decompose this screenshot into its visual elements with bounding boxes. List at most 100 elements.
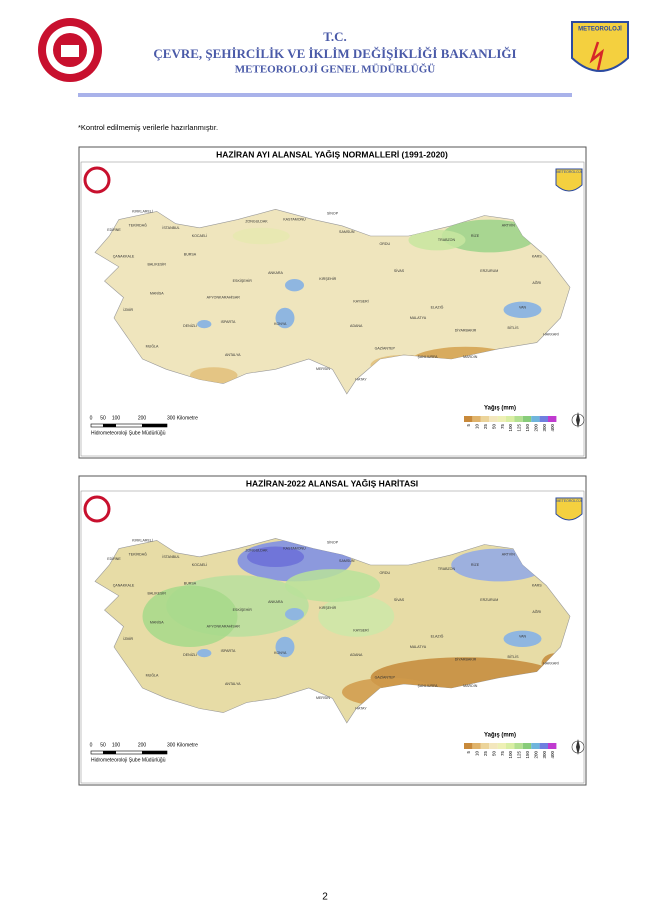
header-directorate: METEOROLOJİ GENEL MÜDÜRLÜĞÜ	[235, 63, 436, 76]
legend-label: 50	[491, 751, 496, 757]
precip-area	[190, 367, 238, 384]
map-emblem	[83, 495, 111, 523]
credit: Hidrometeoroloji Şube Müdürlüğü	[91, 430, 166, 436]
city-label: KOCAELİ	[192, 233, 208, 238]
city-label: MANİSA	[150, 619, 164, 624]
precip-area	[318, 595, 395, 637]
city-label: ÇANAKKALE	[113, 254, 135, 258]
city-label: AFYONKARAHİSAR	[207, 623, 241, 628]
legend-swatch	[497, 416, 506, 422]
header-ministry: ÇEVRE, ŞEHİRCİLİK VE İKLİM DEĞİŞİKLİĞİ B…	[153, 46, 516, 61]
scale-label: 0	[90, 742, 93, 748]
city-label: TEKİRDAĞ	[129, 552, 148, 557]
city-label: EDİRNE	[107, 556, 121, 561]
city-label: MUĞLA	[146, 344, 159, 349]
meteorology-logo	[571, 21, 629, 72]
legend-swatch	[539, 416, 548, 422]
map-emblem	[83, 166, 111, 194]
precip-area	[441, 219, 537, 253]
precip-area	[408, 229, 466, 251]
legend-label: 200	[533, 751, 538, 759]
city-label: KOCAELİ	[192, 562, 208, 567]
city-label: SİNOP	[327, 539, 339, 544]
scale-bar-fill	[103, 424, 116, 427]
city-label: ELAZIĞ	[431, 305, 444, 310]
legend-swatch	[506, 743, 515, 749]
city-label: HATAY	[355, 377, 367, 381]
lake	[503, 301, 542, 318]
city-label: MALATYA	[410, 316, 427, 320]
city-label: KIRKLARELİ	[132, 208, 153, 213]
city-label: SİNOP	[327, 210, 339, 215]
city-label: EDİRNE	[107, 227, 121, 232]
city-label: ISPARTA	[221, 320, 236, 324]
city-label: GAZİANTEP	[375, 346, 396, 351]
legend-label: 300	[542, 424, 547, 432]
city-label: ZONGULDAK	[245, 220, 268, 224]
city-label: MARDİN	[463, 683, 478, 688]
legend-label: 125	[517, 424, 522, 432]
compass-star	[576, 412, 580, 428]
legend-swatch	[514, 743, 523, 749]
legend-label: 75	[500, 424, 505, 430]
legend-label: 150	[525, 424, 530, 432]
scale-label: 50	[100, 742, 106, 748]
city-label: AFYONKARAHİSAR	[207, 294, 241, 299]
legend-label: 10	[475, 751, 480, 757]
city-label: ARTVİN	[502, 223, 516, 228]
city-label: ANTALYA	[225, 353, 241, 357]
city-label: SİVAS	[394, 597, 405, 602]
city-label: İSTANBUL	[162, 225, 179, 230]
city-label: BALIKESİR	[147, 262, 166, 267]
precip-area	[232, 227, 290, 245]
city-label: DENİZLİ	[183, 652, 197, 657]
city-label: MERSİN	[316, 366, 330, 371]
city-label: ADANA	[350, 653, 363, 657]
city-label: RİZE	[471, 562, 480, 567]
legend-swatch	[548, 416, 557, 422]
city-label: BİTLİS	[508, 325, 520, 330]
precip-area	[247, 546, 304, 568]
legend-label: 75	[500, 751, 505, 757]
legend-swatch	[480, 416, 490, 422]
city-label: DENİZLİ	[183, 323, 197, 328]
city-label: ARTVİN	[502, 552, 516, 557]
city-label: MUĞLA	[146, 673, 159, 678]
legend-swatch	[489, 416, 498, 422]
city-label: TRABZON	[438, 238, 456, 242]
city-label: ŞANLIURFA	[418, 355, 439, 359]
ministry-logo	[38, 18, 102, 82]
lake	[275, 307, 295, 329]
city-label: İSTANBUL	[162, 554, 179, 559]
city-label: KAYSERİ	[353, 628, 368, 633]
scale-label: 300 Kilometre	[167, 415, 198, 421]
legend-title: Yağış (mm)	[484, 406, 516, 412]
city-label: VAN	[519, 306, 527, 310]
city-label: ERZURUM	[480, 598, 498, 602]
city-label: TRABZON	[438, 567, 456, 571]
precip-area	[142, 585, 238, 647]
scale-bar-fill	[142, 751, 167, 754]
legend-swatch	[464, 416, 473, 422]
legend-label: 400	[550, 424, 555, 432]
legend-label: 5	[466, 424, 471, 427]
legend-label: 300	[542, 751, 547, 759]
city-label: ESKİŞEHİR	[233, 278, 253, 283]
legend-swatch	[489, 743, 498, 749]
map-title: HAZİRAN AYI ALANSAL YAĞIŞ NORMALLERİ (19…	[216, 148, 448, 159]
legend-swatch	[522, 416, 532, 422]
legend-label: 25	[483, 751, 488, 757]
legend-swatch	[539, 743, 548, 749]
scale-bar-fill	[103, 751, 116, 754]
legend-swatch	[531, 416, 540, 422]
map-logo-text: METEOROLOJİ	[556, 169, 581, 174]
city-label: SİVAS	[394, 268, 405, 273]
legend-swatch	[464, 743, 473, 749]
city-label: MALATYA	[410, 645, 427, 649]
legend-title: Yağış (mm)	[484, 733, 516, 739]
city-label: KARS	[532, 254, 542, 258]
legend-swatch	[472, 743, 481, 749]
city-label: VAN	[519, 635, 527, 639]
city-label: İZMİR	[123, 636, 133, 641]
